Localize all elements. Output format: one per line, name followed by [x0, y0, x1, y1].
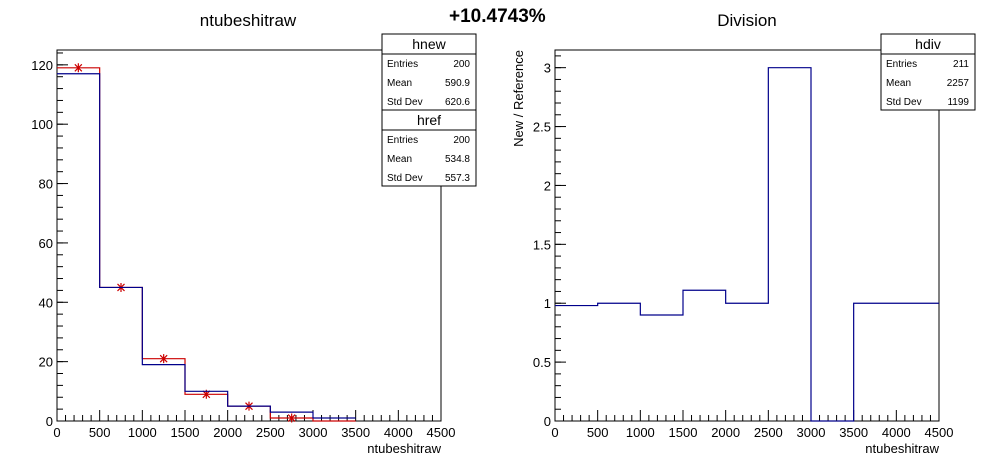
- series-hnew-marker: [287, 413, 296, 423]
- stats-label: Mean: [387, 78, 412, 89]
- x-tick-label: 2500: [256, 425, 285, 440]
- y-tick-label: 0: [544, 414, 551, 429]
- stats-box-href: [381, 109, 477, 187]
- plot-frame: [56, 49, 442, 422]
- y-tick-label: 100: [31, 117, 53, 132]
- stats-title: hdiv: [915, 36, 941, 52]
- x-tick-label: 1000: [128, 425, 157, 440]
- stats-title: href: [417, 112, 441, 128]
- stats-value: 200: [453, 59, 470, 70]
- stats-value: 200: [453, 135, 470, 146]
- stats-label: Entries: [886, 59, 917, 70]
- x-tick-label: 500: [89, 425, 111, 440]
- x-tick-label: 0: [53, 425, 60, 440]
- y-tick-label: 3: [544, 61, 551, 76]
- series-hnew-marker: [74, 63, 83, 73]
- x-tick-label: 1500: [669, 425, 698, 440]
- stats-value: 211: [953, 59, 969, 70]
- stats-value: 534.8: [445, 154, 470, 165]
- stats-value: 590.9: [445, 78, 470, 89]
- x-tick-label: 3500: [839, 425, 868, 440]
- stats-label: Std Dev: [886, 97, 922, 108]
- stats-value: 557.3: [445, 173, 470, 184]
- stats-label: Std Dev: [387, 173, 423, 184]
- y-tick-label: 80: [39, 177, 53, 192]
- x-tick-label: 4000: [384, 425, 413, 440]
- x-tick-label: 500: [587, 425, 609, 440]
- stats-label: Entries: [387, 135, 418, 146]
- right-pad-division: Division 0 500 1000 1500 2000 2500 3000 3500 4000…: [511, 11, 976, 456]
- stats-value: 2257: [947, 78, 970, 89]
- x-axis-label: ntubeshitraw: [367, 441, 441, 456]
- stats-box-hnew: [381, 33, 477, 111]
- series-hdiv-line: [555, 67, 939, 422]
- y-tick-label: 120: [31, 58, 53, 73]
- stats-label: Mean: [387, 154, 412, 165]
- y-axis-label: New / Reference: [511, 50, 526, 147]
- series-hnew-marker: [159, 354, 168, 364]
- x-tick-label: 3000: [299, 425, 328, 440]
- x-tick-label: 4500: [427, 425, 456, 440]
- x-tick-label: 2000: [213, 425, 242, 440]
- x-tick-label: 0: [551, 425, 558, 440]
- y-tick-label: 2: [544, 178, 551, 193]
- x-tick-label: 1000: [626, 425, 655, 440]
- plot-frame: [554, 49, 940, 422]
- stats-title: hnew: [412, 36, 446, 52]
- chart-title: Division: [717, 11, 777, 30]
- stats-label: Mean: [886, 78, 911, 89]
- x-tick-label: 2500: [754, 425, 783, 440]
- stats-box-hdiv: [880, 33, 976, 111]
- x-tick-label: 3500: [341, 425, 370, 440]
- y-tick-label: 40: [39, 295, 53, 310]
- y-tick-label: 60: [39, 236, 53, 251]
- x-tick-label: 2000: [711, 425, 740, 440]
- x-tick-label: 3000: [797, 425, 826, 440]
- x-tick-label: 4500: [925, 425, 954, 440]
- stats-label: Std Dev: [387, 97, 423, 108]
- y-tick-label: 1: [544, 296, 551, 311]
- stats-value: 1199: [947, 97, 969, 108]
- series-hnew-line: [57, 67, 356, 422]
- y-tick-label: 1.5: [533, 237, 551, 252]
- x-tick-label: 4000: [882, 425, 911, 440]
- y-tick-label: 20: [39, 355, 53, 370]
- x-tick-label: 1500: [171, 425, 200, 440]
- y-tick-label: 2.5: [533, 120, 551, 135]
- series-href-line: [57, 73, 356, 419]
- y-tick-label: 0: [46, 414, 53, 429]
- stats-value: 620.6: [445, 97, 470, 108]
- percent-change-title: +10.4743%: [449, 6, 546, 27]
- chart-title: ntubeshitraw: [200, 11, 297, 30]
- x-axis-label: ntubeshitraw: [865, 441, 939, 456]
- stats-label: Entries: [387, 59, 418, 70]
- y-tick-label: 0.5: [533, 355, 551, 370]
